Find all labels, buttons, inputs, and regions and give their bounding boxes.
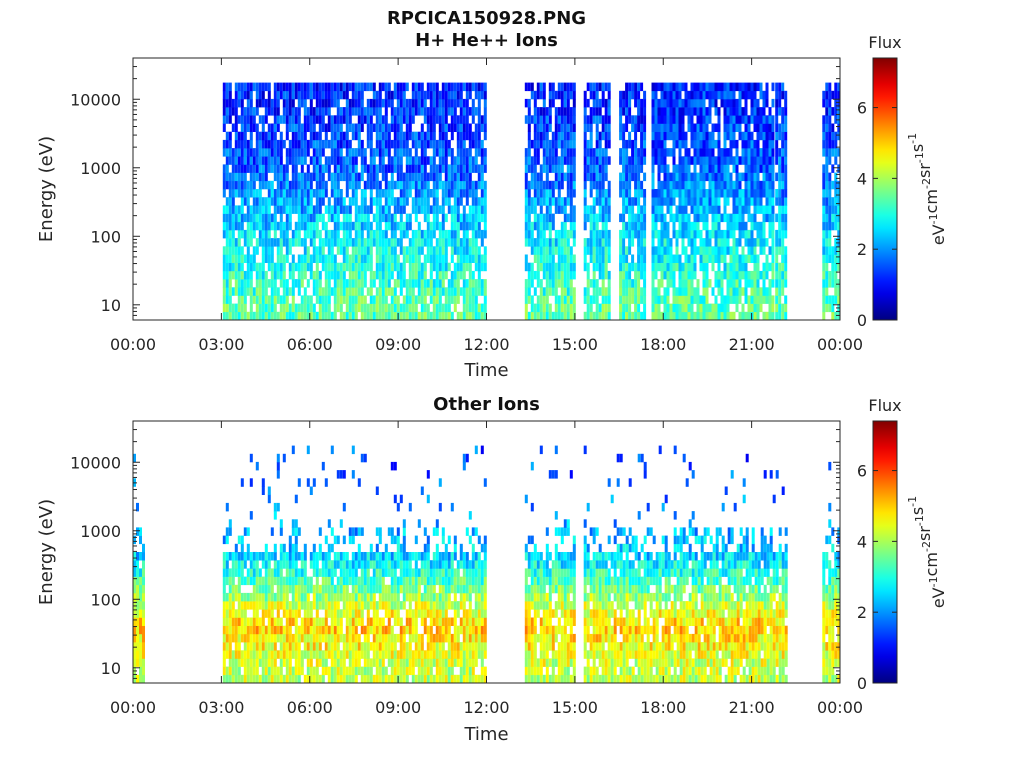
y-tick-label: 10000 bbox=[70, 453, 121, 472]
y-tick-label: 10 bbox=[101, 659, 121, 678]
colorbar-tick-label: 2 bbox=[857, 603, 867, 622]
colorbar-tick-label: 0 bbox=[857, 311, 867, 330]
y-tick-label: 100 bbox=[90, 227, 121, 246]
colorbar: 0 2 4 6 Flux eV-1cm-2sr-1s-1 bbox=[857, 33, 948, 330]
x-tick-label: 18:00 bbox=[640, 335, 686, 354]
x-tick-label: 00:00 bbox=[110, 335, 156, 354]
x-tick-label: 00:00 bbox=[110, 698, 156, 717]
page-title: RPCICA150928.PNG bbox=[386, 8, 587, 29]
x-tick-label: 00:00 bbox=[817, 698, 863, 717]
y-axis-label: Energy (eV) bbox=[36, 136, 57, 242]
x-tick-label: 21:00 bbox=[729, 698, 775, 717]
spectrogram-cells bbox=[133, 445, 841, 684]
x-axis-label: Time bbox=[463, 724, 508, 745]
colorbar-units-label: eV-1cm-2sr-1s-1 bbox=[906, 496, 948, 608]
colorbar-tick-label: 4 bbox=[857, 169, 867, 188]
x-tick-label: 09:00 bbox=[375, 335, 421, 354]
y-tick-label: 1000 bbox=[80, 522, 121, 541]
x-tick-label: 12:00 bbox=[463, 698, 509, 717]
x-axis-label: Time bbox=[463, 360, 508, 381]
colorbar-gradient bbox=[872, 57, 898, 321]
colorbar-units-label: eV-1cm-2sr-1s-1 bbox=[906, 133, 948, 245]
x-tick-label: 00:00 bbox=[817, 335, 863, 354]
y-tick-label: 1000 bbox=[80, 159, 121, 178]
x-tick-label: 18:00 bbox=[640, 698, 686, 717]
x-tick-label: 15:00 bbox=[552, 698, 598, 717]
x-tick-label: 12:00 bbox=[463, 335, 509, 354]
y-tick-label: 10000 bbox=[70, 90, 121, 109]
y-tick-label: 100 bbox=[90, 590, 121, 609]
colorbar-tick-label: 2 bbox=[857, 240, 867, 259]
colorbar: 0 2 4 6 Flux eV-1cm-2sr-1s-1 bbox=[857, 396, 948, 693]
y-axis: 10 100 1000 10000 bbox=[70, 57, 840, 321]
x-axis: 00:00 03:00 06:00 09:00 12:00 15:00 18:00 21:00… bbox=[110, 58, 863, 354]
y-tick-label: 10 bbox=[101, 296, 121, 315]
top-panel-title: H+ He++ Ions bbox=[415, 30, 558, 51]
x-tick-label: 03:00 bbox=[198, 335, 244, 354]
top-spectrogram-panel: 10 100 1000 10000 00:00 03:00 06:00 09:00 12:00 1… bbox=[36, 33, 948, 381]
x-tick-label: 06:00 bbox=[287, 698, 333, 717]
colorbar-tick-label: 6 bbox=[857, 462, 867, 481]
bottom-panel-title: Other Ions bbox=[433, 394, 540, 415]
x-tick-label: 03:00 bbox=[198, 698, 244, 717]
colorbar-gradient bbox=[872, 420, 898, 684]
x-tick-label: 15:00 bbox=[552, 335, 598, 354]
colorbar-title: Flux bbox=[868, 396, 901, 415]
x-tick-label: 06:00 bbox=[287, 335, 333, 354]
colorbar-tick-label: 0 bbox=[857, 674, 867, 693]
x-axis: 00:00 03:00 06:00 09:00 12:00 15:00 18:00 21:00… bbox=[110, 421, 863, 717]
x-tick-label: 21:00 bbox=[729, 335, 775, 354]
y-axis-label: Energy (eV) bbox=[36, 499, 57, 605]
bottom-spectrogram-panel: 10 100 1000 10000 00:00 03:00 06:00 09:00 12:00 1… bbox=[36, 396, 948, 745]
x-tick-label: 09:00 bbox=[375, 698, 421, 717]
colorbar-tick-label: 6 bbox=[857, 99, 867, 118]
spectrogram-cells bbox=[222, 82, 841, 321]
y-axis: 10 100 1000 10000 bbox=[70, 420, 840, 684]
colorbar-tick-label: 4 bbox=[857, 532, 867, 551]
colorbar-title: Flux bbox=[868, 33, 901, 52]
